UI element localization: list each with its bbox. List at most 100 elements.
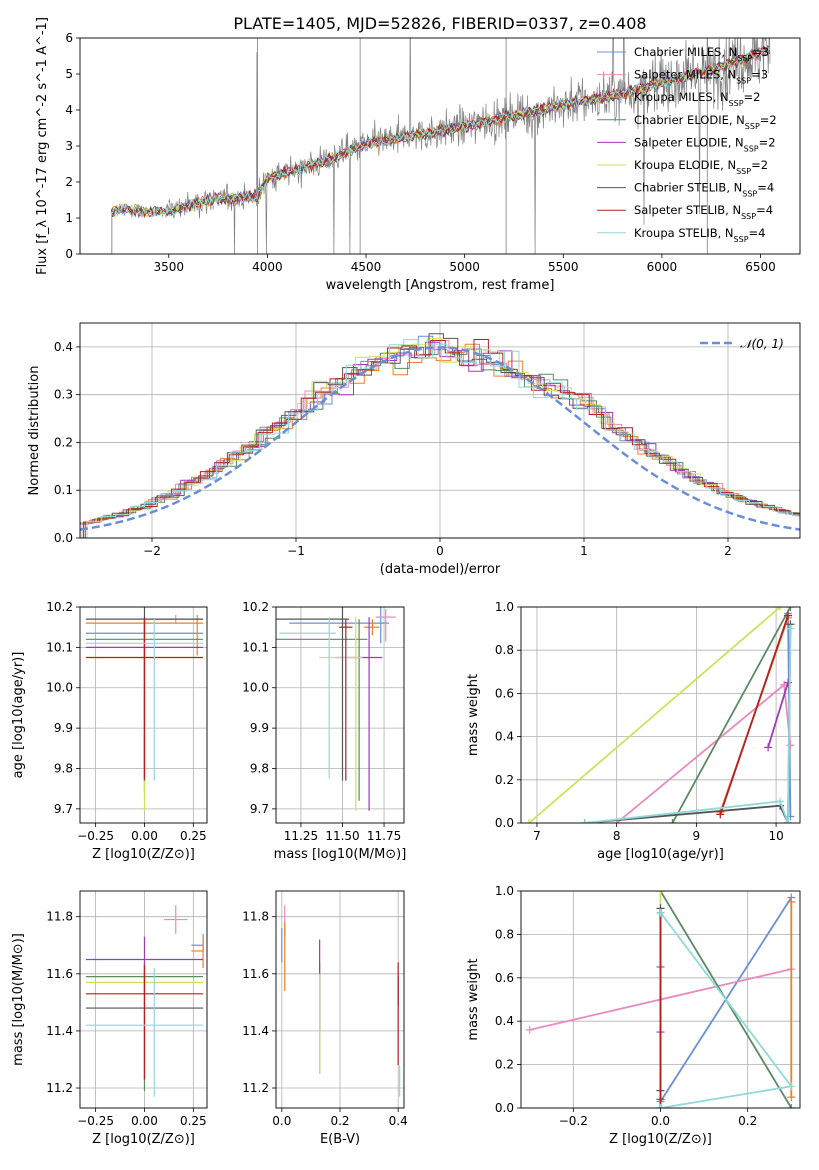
errorbar-point [375, 609, 396, 642]
x-tick-label: 0.2 [330, 1114, 349, 1128]
y-tick-label: 11.2 [46, 1081, 73, 1095]
normal-curve [80, 346, 800, 531]
histogram-step-1 [80, 339, 800, 525]
weight-vs-age-plot-area [524, 607, 795, 823]
x-tick-label: 1 [580, 544, 588, 558]
y-tick-label: 4 [65, 103, 73, 117]
y-tick-label: 11.6 [46, 967, 73, 981]
histogram-step-4 [80, 341, 800, 538]
y-tick-label: 11.4 [242, 1024, 269, 1038]
x-tick-label: 0.4 [389, 1114, 408, 1128]
y-tick-label: 10.2 [242, 600, 269, 614]
x-tick-label: −0.25 [77, 1114, 114, 1128]
y-tick-label: 11.8 [46, 910, 73, 924]
weight-marker [580, 819, 589, 823]
weight-vs-age-ylabel: mass weight [466, 674, 481, 756]
y-tick-label: 0.2 [495, 773, 514, 787]
x-tick-label: 11.75 [367, 829, 401, 843]
residuals-xlabel: (data-model)/error [380, 562, 501, 577]
y-tick-label: 0.8 [495, 927, 514, 941]
x-tick-label: 5500 [548, 260, 579, 274]
errorbar-point [85, 965, 204, 1080]
mass-vs-ebv-plot-area [281, 905, 401, 1097]
y-tick-label: 0.0 [54, 531, 73, 545]
weight-marker [656, 1104, 665, 1108]
weight-vs-Z-frame [520, 890, 801, 1109]
residuals-frame [79, 322, 801, 539]
y-tick-label: 0.2 [54, 435, 73, 449]
y-tick-label: 9.7 [54, 802, 73, 816]
y-tick-label: 5 [65, 67, 73, 81]
errorbar-point [191, 936, 204, 969]
age-vs-Z-frame [79, 606, 208, 824]
x-tick-label: −2 [143, 544, 161, 558]
y-tick-label: 0.4 [495, 1014, 514, 1028]
spectrum-frame [79, 37, 801, 255]
x-tick-label: 0.0 [272, 1114, 291, 1128]
legend-entry: Salpeter STELIB, NSSP=4 [634, 203, 773, 221]
x-tick-label: 0.00 [131, 1114, 158, 1128]
y-tick-label: 0.0 [495, 816, 514, 830]
x-tick-label: 4500 [351, 260, 382, 274]
x-tick-label: 11.25 [284, 829, 318, 843]
x-tick-label: 0.0 [651, 1114, 670, 1128]
y-tick-label: 9.9 [250, 721, 269, 735]
y-tick-label: 1.0 [495, 884, 514, 898]
errorbar-point [85, 968, 204, 1097]
weight-line-4 [767, 682, 789, 748]
weight-line-5 [528, 607, 781, 823]
y-tick-label: 1 [65, 211, 73, 225]
mass-vs-Z-plot-area [85, 905, 204, 1097]
age-vs-Z-ylabel: age [log10(age/yr)] [11, 652, 26, 779]
y-tick-label: 9.7 [250, 802, 269, 816]
histogram-step-8 [86, 339, 800, 538]
y-tick-label: 10.0 [46, 681, 73, 695]
model-spectrum-line-4 [111, 45, 770, 254]
errorbar-point [85, 617, 204, 779]
age-vs-Z-xlabel: Z [log10(Z/Z⊙)] [92, 847, 195, 862]
residuals-ylabel: Normed distribution [27, 366, 42, 496]
weight-vs-Z-xlabel: Z [log10(Z/Z⊙)] [609, 1132, 712, 1147]
histogram-step-7 [84, 339, 800, 538]
weight-marker [525, 1025, 534, 1034]
x-tick-label: 9 [693, 829, 701, 843]
weight-marker [776, 607, 785, 611]
weight-vs-age-xlabel: age [log10(age/yr)] [597, 847, 724, 862]
x-tick-label: 0.00 [131, 829, 158, 843]
weight-marker [784, 819, 793, 823]
x-tick-label: −0.25 [77, 829, 114, 843]
model-spectrum-line-8 [111, 46, 770, 254]
weight-marker [784, 678, 793, 687]
y-tick-label: 0.1 [54, 483, 73, 497]
y-tick-label: 0.3 [54, 388, 73, 402]
age-vs-mass-plot-area [276, 607, 396, 811]
errorbar-point [85, 619, 204, 781]
weight-vs-Z-axes: −0.2 0.0 0.2 0.0 0.2 0.4 0.6 0.8 1.0 Z [log10(Z/Z… [466, 884, 801, 1147]
y-tick-label: 11.6 [242, 967, 269, 981]
errorbar-point [276, 619, 368, 801]
errorbar-point [164, 905, 188, 934]
residuals-plot-area [80, 333, 800, 538]
age-vs-Z-plot-area [85, 607, 204, 811]
weight-marker [784, 611, 793, 620]
x-tick-label: −1 [287, 544, 305, 558]
legend-entry: Kroupa STELIB, NSSP=4 [634, 226, 765, 244]
y-tick-label: 0.8 [495, 643, 514, 657]
x-tick-label: −0.2 [559, 1114, 588, 1128]
errorbar-point [319, 617, 363, 811]
mass-vs-ebv-xlabel: E(B-V) [320, 1132, 360, 1147]
y-tick-label: 3 [65, 139, 73, 153]
histogram-step-6 [82, 333, 800, 538]
weight-marker [786, 624, 795, 633]
y-tick-label: 0.2 [495, 1058, 514, 1072]
weight-line-3 [671, 607, 792, 823]
y-tick-label: 10.1 [242, 640, 269, 654]
mass-vs-Z-axes: −0.25 0.00 0.25 11.2 11.4 11.6 11.8 Z [log10(Z/… [11, 890, 208, 1147]
spectrum-ylabel: Flux [f_λ 10^-17 erg cm^-2 s^-1 A^-1] [35, 17, 50, 275]
y-tick-label: 11.8 [242, 910, 269, 924]
y-tick-label: 9.8 [54, 761, 73, 775]
legend-entry: Kroupa MILES, NSSP=2 [634, 90, 760, 108]
y-tick-label: 0.4 [54, 340, 73, 354]
weight-marker [668, 819, 677, 823]
